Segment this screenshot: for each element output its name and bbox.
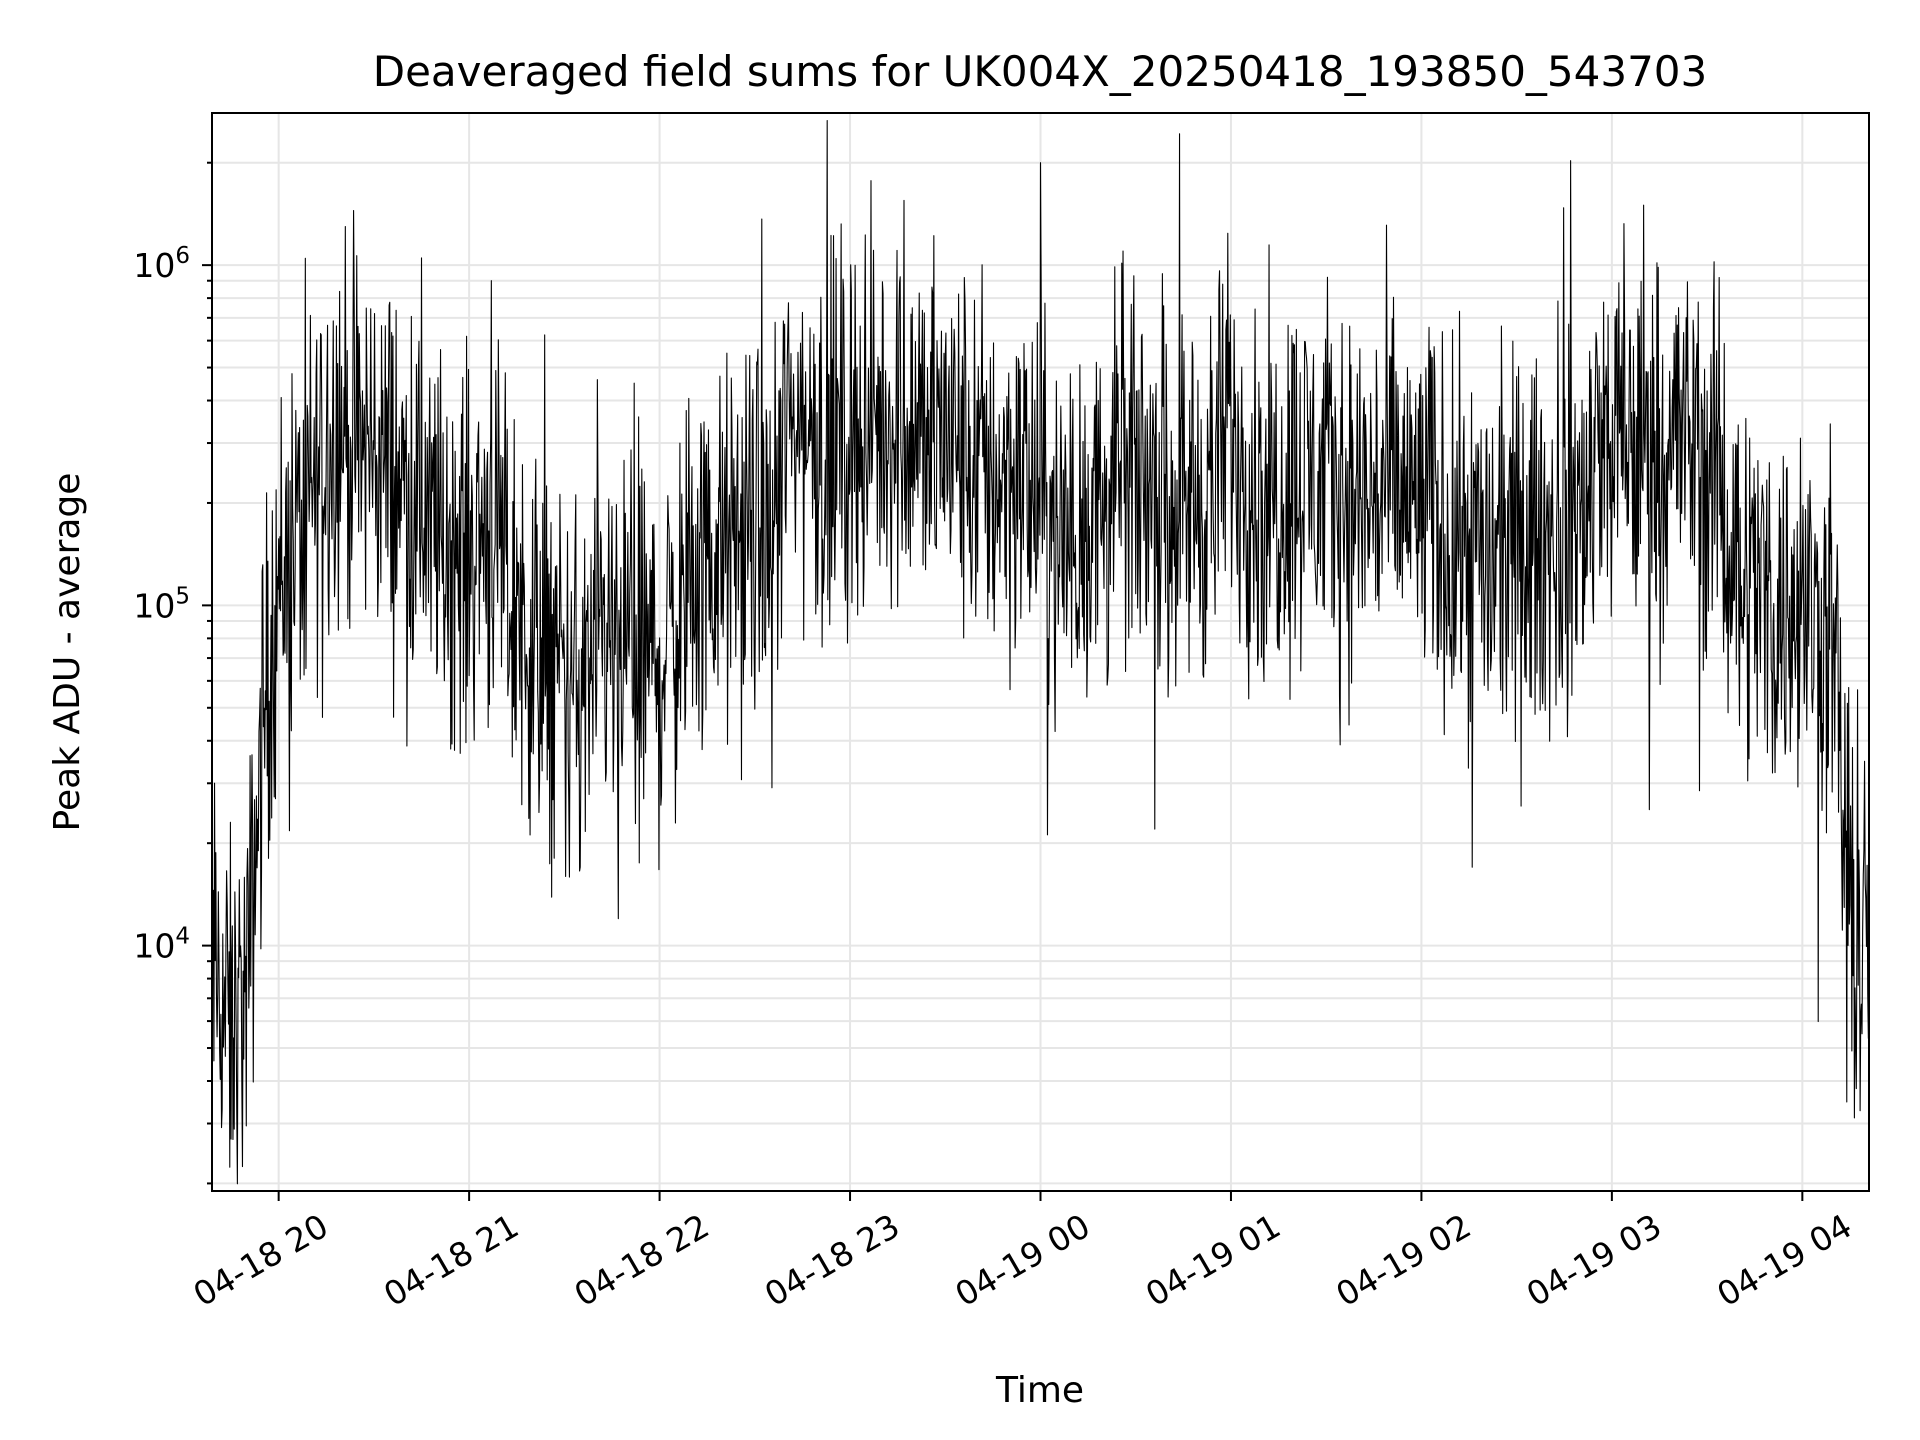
y-tick-label: 105 (133, 583, 190, 625)
y-axis-label: Peak ADU - average (47, 473, 88, 832)
y-tick-label: 106 (133, 243, 190, 285)
x-axis-label: Time (995, 1370, 1084, 1411)
series-line (211, 120, 1869, 1185)
y-tick-base: 10 (133, 586, 175, 625)
y-tick-base: 10 (133, 927, 175, 966)
data-series (211, 120, 1869, 1185)
y-tick-exponent: 5 (175, 583, 190, 609)
y-tick-exponent: 6 (175, 243, 190, 269)
y-tick-label: 104 (133, 924, 190, 966)
y-tick-exponent: 4 (175, 924, 190, 950)
chart-title: Deaveraged field sums for UK004X_2025041… (373, 47, 1708, 96)
y-tick-base: 10 (133, 246, 175, 285)
